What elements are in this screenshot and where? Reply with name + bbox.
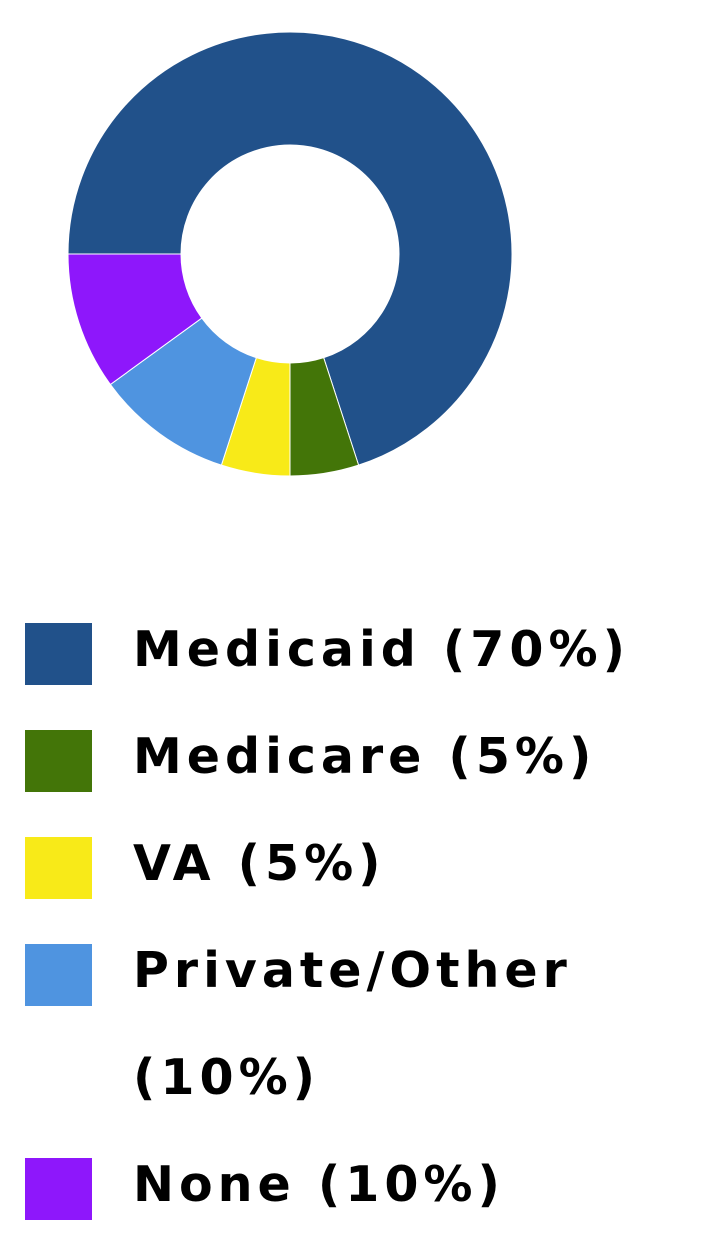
legend-item: None (10%) [25, 1131, 693, 1238]
page: Medicaid (70%) Medicare (5%) VA (5%) Privat… [25, 31, 625, 1220]
legend-swatch [25, 623, 92, 685]
legend-label: VA (5%) [133, 835, 386, 892]
legend-swatch [25, 730, 92, 792]
legend-item: VA (5%) [25, 810, 693, 917]
donut-slice [67, 253, 203, 386]
legend-label: Private/Other (10%) [133, 942, 572, 1106]
legend: Medicaid (70%) Medicare (5%) VA (5%) Privat… [25, 596, 705, 1238]
legend-swatch [25, 1158, 92, 1220]
legend-label: Medicaid (70%) [133, 621, 630, 678]
chart [67, 31, 513, 477]
legend-label: Medicare (5%) [133, 728, 597, 785]
legend-item: Medicaid (70%) [25, 596, 693, 703]
donut-slice [67, 31, 513, 466]
legend-item: Private/Other (10%) [25, 917, 693, 1131]
legend-item: Medicare (5%) [25, 703, 693, 810]
legend-swatch [25, 837, 92, 899]
legend-label: None (10%) [133, 1156, 505, 1213]
legend-swatch [25, 944, 92, 1006]
